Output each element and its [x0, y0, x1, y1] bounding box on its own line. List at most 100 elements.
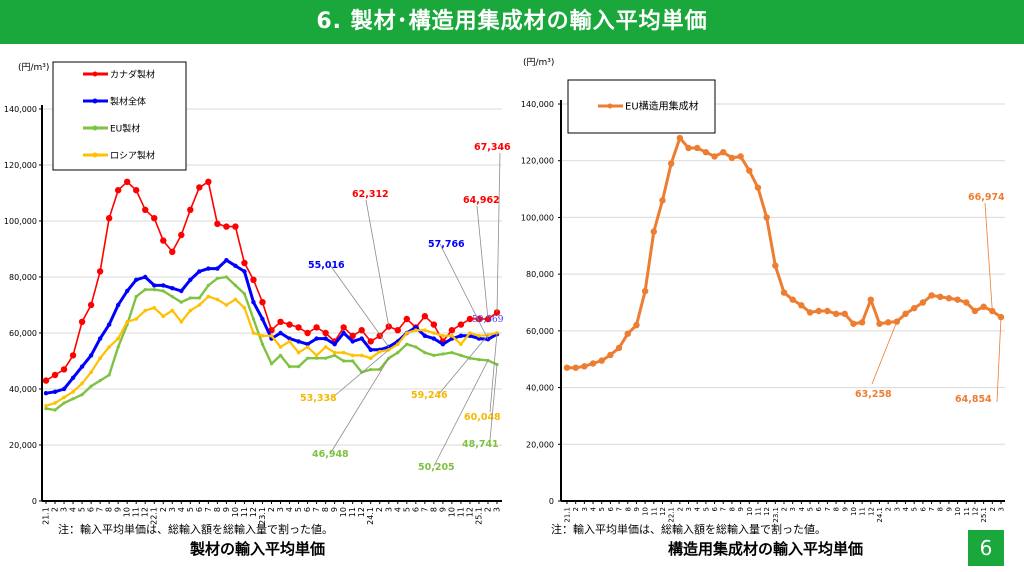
chart2-x-tick-label: 4 — [694, 506, 702, 511]
chart1-data-point — [124, 288, 130, 294]
chart1-x-tick-label: 7 — [96, 507, 105, 512]
chart2-x-tick-label: 24.1 — [876, 507, 884, 523]
chart1-data-point — [170, 295, 174, 299]
chart2-data-point — [798, 302, 805, 309]
chart1-data-point — [52, 389, 58, 394]
chart2-x-tick-label: 6 — [607, 506, 615, 511]
chart2-x-tick-label: 2 — [572, 507, 580, 511]
chart1-data-point — [242, 306, 247, 310]
chart1-data-point — [134, 295, 138, 299]
chart1-data-point — [368, 347, 373, 352]
chart2-x-tick-label: 2 — [781, 507, 789, 511]
chart1-data-point — [477, 358, 481, 362]
chart2-x-tick-label: 3 — [685, 507, 693, 511]
chart1-data-point — [395, 342, 400, 347]
chart1-x-tick-label: 2 — [483, 507, 492, 512]
chart1-data-point — [206, 266, 211, 271]
chart1-data-point — [188, 277, 193, 282]
chart1-annotation-label: 57,766 — [428, 239, 465, 250]
chart1-legend-label: 製材全体 — [110, 96, 146, 108]
chart1-x-tick-label: 8 — [213, 507, 222, 512]
chart1-x-tick-label: 12 — [249, 507, 258, 517]
chart1-x-tick-label: 4 — [393, 507, 402, 512]
chart1-data-point — [205, 178, 212, 185]
chart1-legend-label: EU製材 — [110, 123, 140, 135]
chart1-data-point — [197, 303, 202, 307]
chart1-x-tick-label: 6 — [195, 507, 204, 512]
chart1-data-point — [450, 351, 454, 355]
chart1-data-point — [51, 371, 59, 379]
chart1-data-point — [233, 297, 238, 302]
chart2-data-point — [867, 296, 874, 303]
chart2-data-point — [598, 357, 605, 364]
chart1-data-point — [143, 288, 147, 292]
chart1-y-unit-label: (円/m³) — [18, 62, 49, 73]
chart1-data-point — [71, 397, 75, 401]
chart1-data-point — [223, 223, 230, 230]
chart1-data-point — [269, 334, 274, 338]
chart1-annotation-label: 48,741 — [462, 439, 499, 450]
chart2-x-tick-label: 7 — [824, 507, 832, 511]
chart1-series-line — [45, 181, 498, 382]
chart2-x-tick-label: 4 — [902, 506, 910, 511]
chart1-annotation-label: 59,246 — [411, 390, 448, 401]
chart1-annotation-leader — [365, 199, 390, 327]
chart1-data-point — [450, 334, 454, 338]
chart2-y-tick-label: 0 — [549, 497, 554, 506]
chart1-data-point — [152, 288, 156, 292]
chart1-data-point — [376, 332, 383, 339]
chart1-data-point — [440, 342, 446, 347]
chart1-data-point — [323, 336, 328, 341]
chart1-data-point — [224, 275, 228, 279]
chart2-x-tick-label: 3 — [998, 507, 1006, 511]
chart1-data-point — [359, 336, 364, 341]
chart1-y-tick-label: 60,000 — [9, 329, 37, 338]
chart1-annotation-label: 53,338 — [300, 393, 337, 404]
chart1-data-point — [403, 315, 410, 323]
chart2-x-tick-label: 10 — [954, 507, 962, 516]
chart1-data-point — [296, 339, 301, 344]
chart2-x-tick-label: 5 — [702, 507, 710, 511]
chart2-y-tick-label: 100,000 — [521, 213, 554, 222]
chart1-y-tick-label: 20,000 — [9, 441, 37, 450]
chart1-data-point — [197, 269, 202, 274]
chart1-y-tick-label: 120,000 — [4, 161, 37, 170]
chart2-x-tick-label: 6 — [711, 506, 719, 511]
chart2-data-point — [685, 144, 692, 152]
chart2-data-point — [937, 293, 944, 301]
chart1-data-point — [242, 269, 247, 274]
chart1-x-tick-label: 10 — [123, 507, 132, 517]
chart2-data-point — [641, 287, 649, 295]
chart1-data-point — [277, 318, 284, 325]
chart2-data-point — [832, 310, 840, 318]
chart2-annotation-label: 66,974 — [968, 192, 1005, 203]
chart1-data-point — [260, 342, 265, 346]
right-chart-note: 注：輸入平均単価は、総輸入額を総輸入量で割った値。 — [551, 523, 826, 536]
chart1-data-point — [214, 220, 221, 227]
chart2-y-tick-label: 80,000 — [526, 270, 554, 279]
chart1-x-tick-label: 11 — [132, 507, 141, 517]
chart1-data-point — [224, 258, 229, 263]
chart1-data-point — [62, 401, 66, 405]
chart2-x-tick-label: 21.1 — [564, 507, 572, 523]
page-title: 6. 製材･構造用集成材の輸入平均単価 — [0, 0, 1024, 44]
chart1-data-point — [313, 324, 320, 331]
chart2-data-point — [971, 307, 979, 315]
chart1-x-tick-label: 5 — [78, 507, 87, 512]
chart1-data-point — [79, 364, 85, 369]
chart2-data-point — [850, 320, 857, 327]
chart2-y-tick-label: 120,000 — [521, 157, 554, 166]
chart1-x-tick-label: 3 — [493, 507, 502, 512]
chart1-data-point — [458, 333, 464, 338]
chart1-annotation-label: 67,346 — [474, 142, 511, 153]
chart1-data-point — [459, 342, 463, 347]
chart2-data-point — [815, 307, 822, 315]
chart2-y-tick-label: 140,000 — [521, 100, 554, 109]
chart1-data-point — [405, 331, 409, 335]
chart1-x-tick-label: 8 — [321, 507, 330, 512]
chart1-data-point — [215, 266, 220, 271]
chart2-x-tick-label: 3 — [893, 507, 901, 511]
chart1-data-point — [477, 334, 481, 338]
chart1-data-point — [350, 339, 355, 344]
